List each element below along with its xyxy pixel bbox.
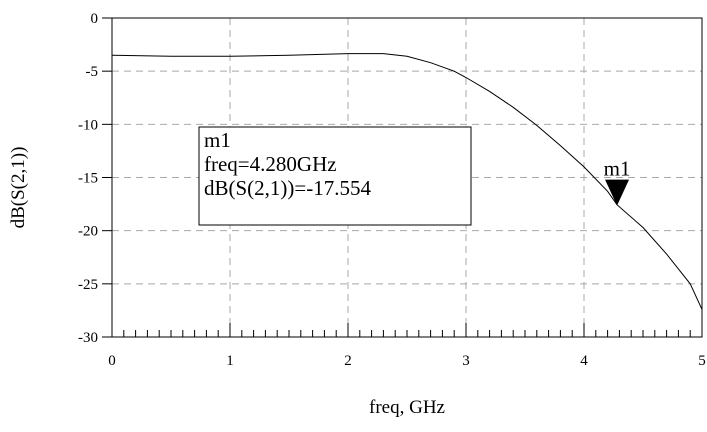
x-tick-label: 1 [226, 353, 234, 369]
x-tick-labels: 0 1 2 3 4 5 [108, 353, 706, 369]
y-tick-labels: 0 -5 -10 -15 -20 -25 -30 [78, 11, 98, 346]
marker-readout-line: m1 [204, 128, 231, 152]
y-tick-label: 0 [91, 11, 99, 27]
x-tick-label: 2 [344, 353, 352, 369]
x-tick-label: 3 [462, 353, 470, 369]
y-tick-label: -5 [86, 64, 99, 80]
x-tick-label: 0 [108, 353, 116, 369]
plot-frame [111, 17, 703, 338]
marker-readout-line: freq=4.280GHz [204, 152, 337, 176]
y-axis-title: dB(S(2,1)) [8, 147, 29, 229]
marker-readout-box [198, 126, 472, 226]
marker-label: m1 [604, 157, 631, 181]
x-tick-label: 4 [580, 353, 588, 369]
marker-triangle [605, 179, 630, 206]
marker-readout-line: dB(S(2,1))=-17.554 [204, 176, 371, 200]
y-tick-label: -15 [78, 171, 98, 187]
x-axis-title: freq, GHz [369, 397, 445, 418]
y-tick-label: -10 [78, 117, 98, 133]
y-tick-label: -30 [78, 330, 98, 346]
x-tick-label: 5 [698, 353, 706, 369]
y-tick-label: -20 [78, 224, 98, 240]
series-line-s21 [111, 53, 703, 310]
y-tick-label: -25 [78, 277, 98, 293]
marker-layer: m1 [604, 157, 631, 206]
